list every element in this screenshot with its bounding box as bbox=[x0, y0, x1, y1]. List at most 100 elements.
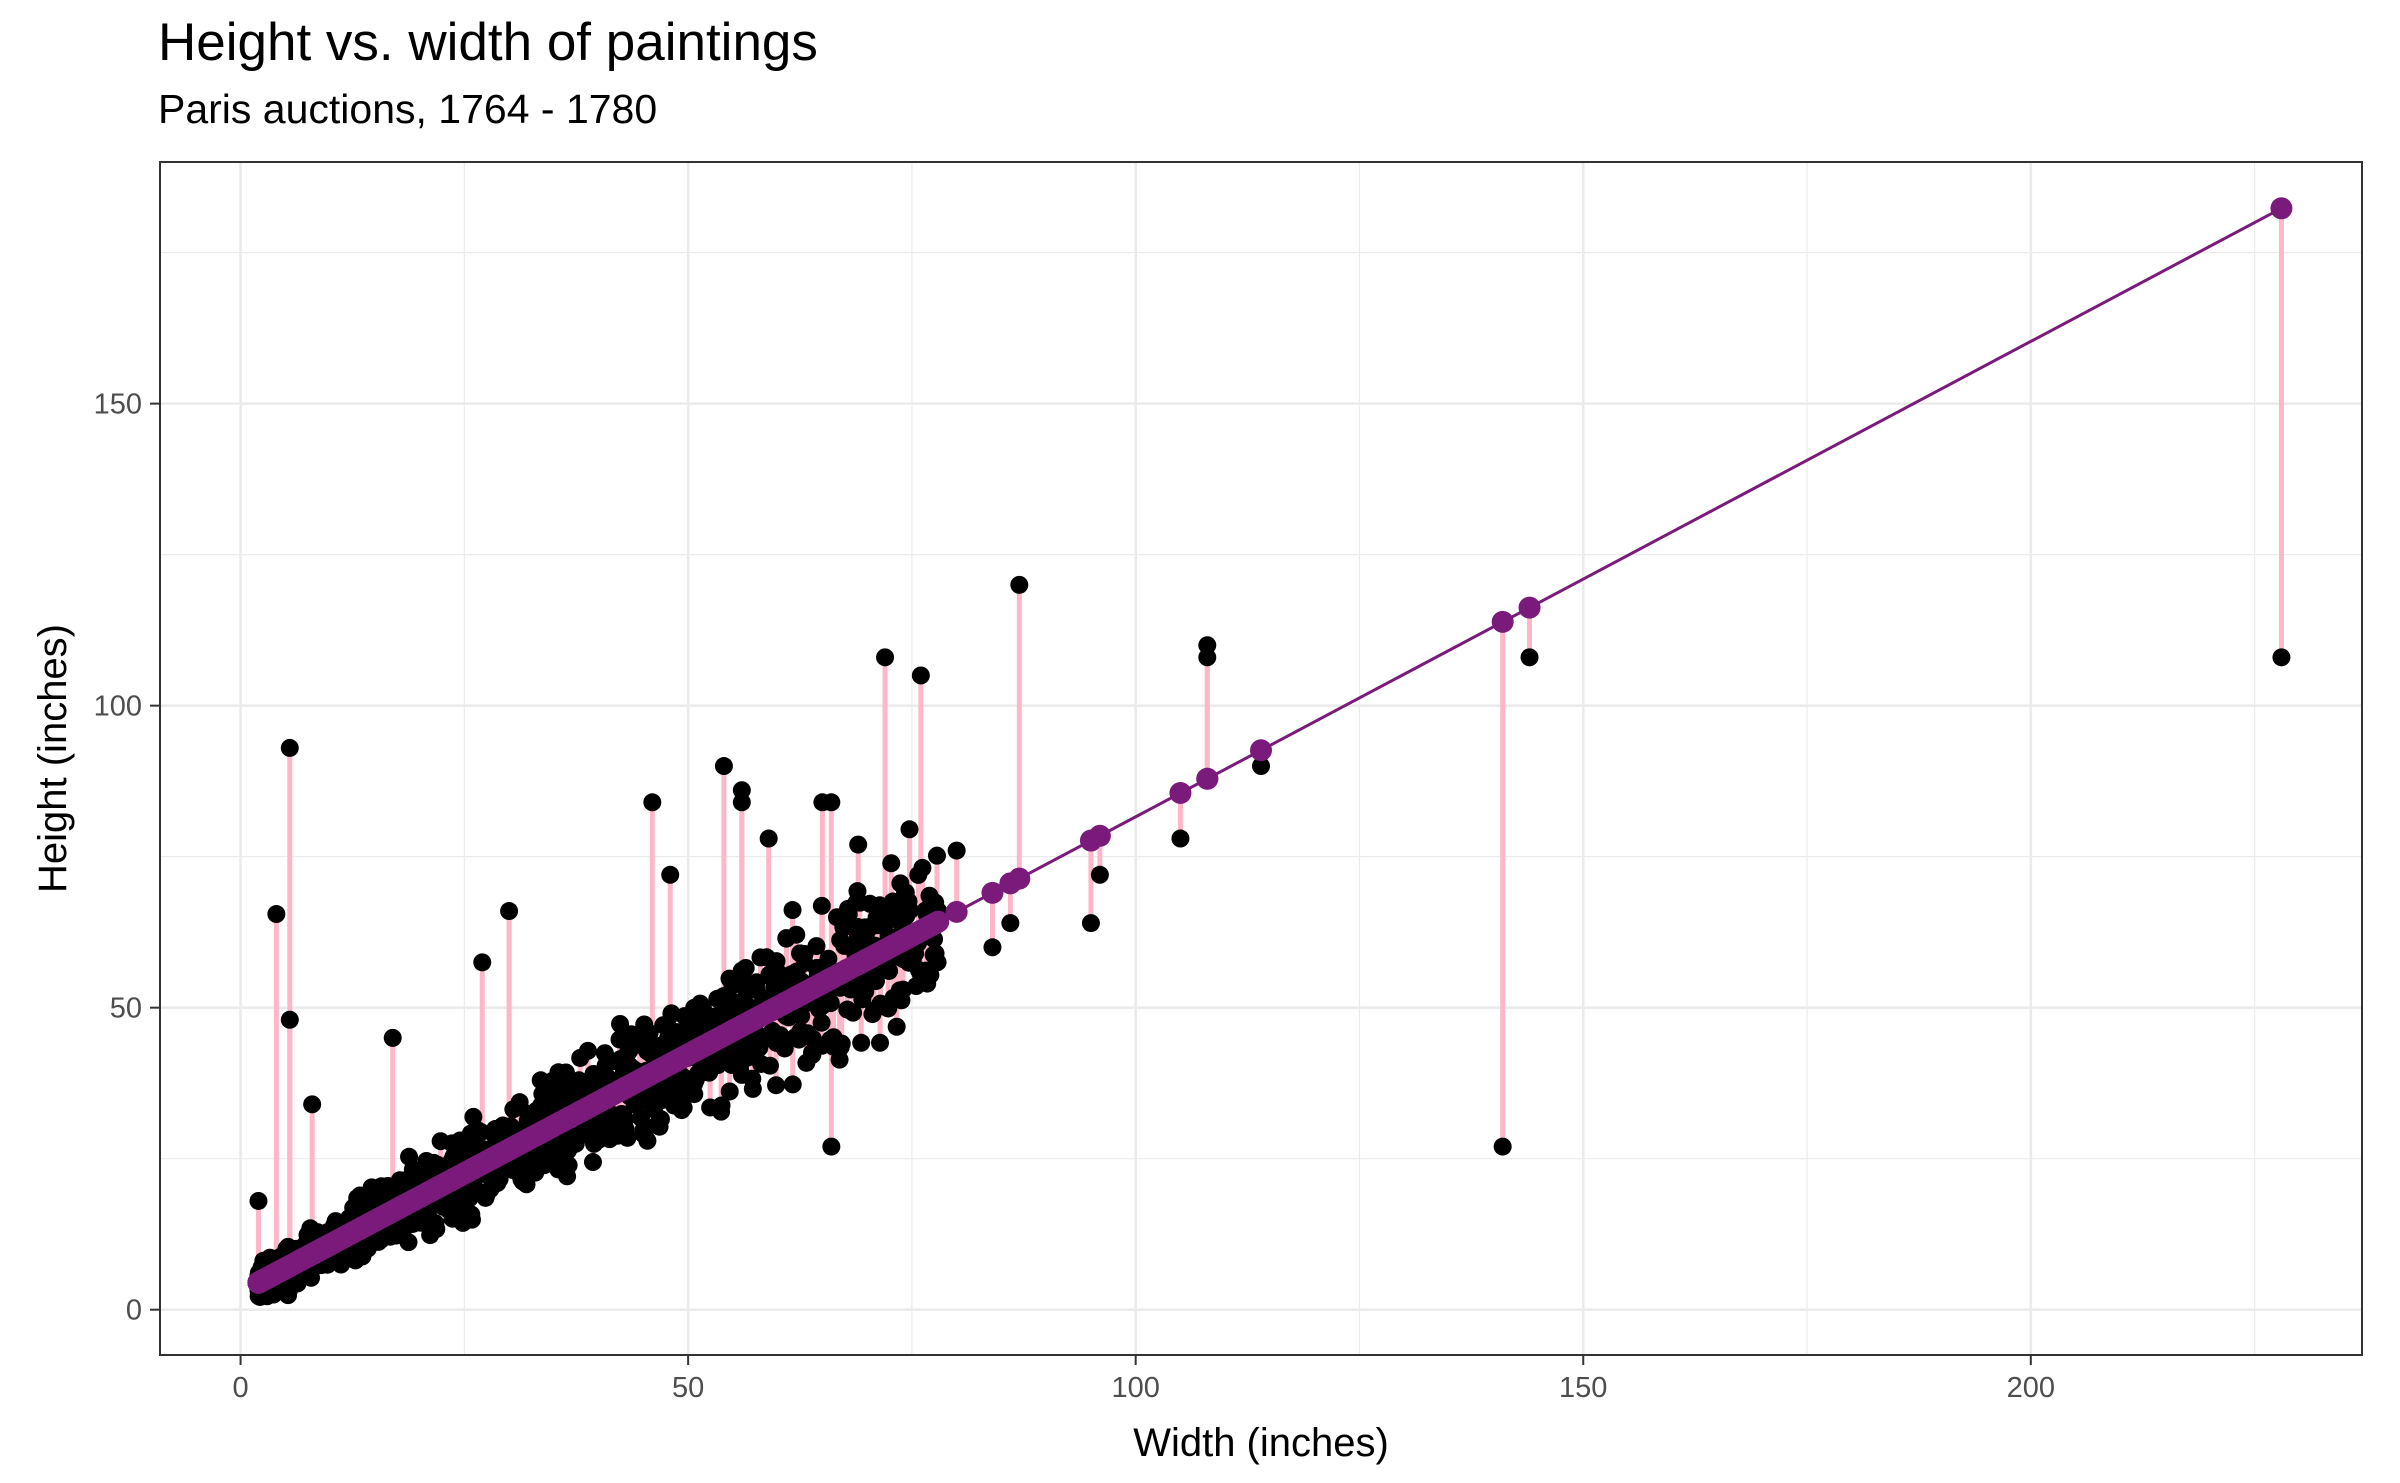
fitted-point bbox=[659, 1052, 682, 1075]
data-point bbox=[249, 1191, 268, 1210]
data-point bbox=[783, 901, 802, 920]
data-point bbox=[844, 1003, 863, 1022]
fitted-point bbox=[757, 1000, 780, 1023]
data-point bbox=[812, 896, 831, 915]
fitted-point bbox=[847, 953, 870, 976]
fitted-point bbox=[1088, 824, 1111, 847]
data-point bbox=[759, 829, 778, 848]
data-point bbox=[1001, 914, 1020, 933]
data-point bbox=[400, 1147, 419, 1166]
data-point bbox=[871, 1033, 890, 1052]
data-point bbox=[500, 902, 519, 921]
fitted-point bbox=[874, 938, 897, 961]
data-point bbox=[897, 906, 916, 925]
data-point bbox=[771, 1026, 790, 1045]
data-point bbox=[856, 982, 875, 1001]
data-point bbox=[490, 1170, 509, 1189]
data-point bbox=[517, 1175, 536, 1194]
fitted-point bbox=[349, 1217, 372, 1240]
data-point bbox=[464, 1107, 483, 1126]
data-point bbox=[583, 1153, 602, 1172]
data-point bbox=[741, 980, 760, 999]
data-point bbox=[568, 1072, 587, 1091]
fitted-point bbox=[712, 1024, 735, 1047]
data-point bbox=[907, 977, 926, 996]
data-point bbox=[508, 1162, 527, 1181]
data-point bbox=[743, 1079, 762, 1098]
data-point bbox=[421, 1156, 440, 1175]
x-axis-ticks: 0 50 100 150 200 bbox=[232, 1355, 2055, 1404]
x-tick-label: 150 bbox=[1559, 1372, 1607, 1404]
panel-border bbox=[159, 161, 2363, 1356]
data-point bbox=[399, 1233, 418, 1252]
fitted-point bbox=[730, 1014, 753, 1037]
fitted-point bbox=[551, 1110, 574, 1133]
data-point bbox=[896, 883, 915, 902]
data-point bbox=[777, 929, 796, 948]
y-tick-label: 100 bbox=[94, 691, 142, 723]
data-point bbox=[350, 1186, 369, 1205]
fitted-point bbox=[619, 1074, 642, 1097]
chart-subtitle: Paris auctions, 1764 - 1780 bbox=[158, 86, 658, 132]
x-tick-label: 0 bbox=[232, 1372, 248, 1404]
x-tick-label: 50 bbox=[672, 1372, 704, 1404]
data-point bbox=[760, 1056, 779, 1075]
data-point bbox=[1171, 829, 1190, 848]
data-point bbox=[1081, 914, 1100, 933]
data-point bbox=[920, 886, 939, 905]
data-point bbox=[947, 841, 966, 860]
fitted-point bbox=[301, 1243, 324, 1266]
data-point bbox=[882, 854, 901, 873]
data-point bbox=[462, 1210, 481, 1229]
data-point bbox=[924, 945, 943, 964]
fitted-point bbox=[1008, 867, 1031, 890]
data-point bbox=[839, 905, 858, 924]
data-point bbox=[795, 953, 814, 972]
data-point bbox=[665, 1096, 684, 1115]
data-point bbox=[803, 1029, 822, 1048]
data-point bbox=[720, 1082, 739, 1101]
data-point bbox=[578, 1041, 597, 1060]
data-point bbox=[887, 1017, 906, 1036]
data-point bbox=[531, 1071, 550, 1090]
data-point bbox=[635, 1015, 654, 1034]
fitted-point bbox=[593, 1087, 616, 1110]
fitted-point bbox=[820, 967, 843, 990]
data-point bbox=[679, 1076, 698, 1095]
data-point bbox=[841, 980, 860, 999]
data-point bbox=[832, 1034, 851, 1053]
data-point bbox=[714, 757, 733, 776]
fitted-point bbox=[1518, 596, 1541, 619]
x-tick-label: 200 bbox=[2007, 1372, 2055, 1404]
data-point bbox=[685, 998, 704, 1017]
fitted-point bbox=[2270, 197, 2293, 220]
data-point bbox=[852, 1033, 871, 1052]
data-point bbox=[608, 1052, 627, 1071]
x-axis-title: Width (inches) bbox=[1133, 1421, 1389, 1465]
data-point bbox=[708, 1056, 727, 1075]
data-point bbox=[615, 1110, 634, 1129]
data-point bbox=[648, 1115, 667, 1134]
fitted-point bbox=[945, 900, 968, 923]
data-point bbox=[694, 1063, 713, 1082]
data-point bbox=[712, 1096, 731, 1115]
data-point bbox=[812, 1013, 831, 1032]
data-point bbox=[651, 1090, 670, 1109]
fitted-point bbox=[521, 1125, 544, 1148]
fitted-point bbox=[441, 1168, 464, 1191]
x-tick-label: 100 bbox=[1111, 1372, 1159, 1404]
data-point bbox=[767, 1076, 786, 1095]
fitted-point bbox=[1250, 739, 1272, 762]
fitted-point bbox=[1169, 782, 1192, 805]
data-point bbox=[2272, 648, 2291, 667]
data-point bbox=[280, 1010, 299, 1029]
fitted-point bbox=[381, 1200, 404, 1223]
y-axis-title: Height (inches) bbox=[31, 624, 75, 893]
data-point bbox=[900, 820, 919, 839]
fitted-point bbox=[981, 881, 1004, 904]
data-point bbox=[1493, 1137, 1512, 1156]
data-point bbox=[732, 793, 751, 812]
data-point bbox=[549, 1160, 568, 1179]
data-point bbox=[419, 1207, 438, 1226]
